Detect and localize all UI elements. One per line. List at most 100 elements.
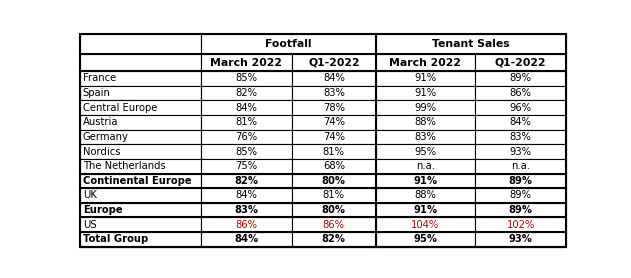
Text: Q1-2022: Q1-2022 [495, 58, 546, 68]
Bar [80, 232, 201, 247]
Text: 84%: 84% [510, 117, 531, 127]
Bar [292, 232, 375, 247]
Text: 81%: 81% [323, 147, 345, 157]
Bar [475, 159, 567, 173]
Bar [475, 217, 567, 232]
Text: 85%: 85% [235, 73, 257, 83]
Bar [375, 232, 475, 247]
Bar [375, 144, 475, 159]
Bar [375, 34, 567, 54]
Text: 83%: 83% [415, 132, 436, 142]
Bar [80, 144, 201, 159]
Text: March 2022: March 2022 [389, 58, 461, 68]
Text: 102%: 102% [507, 220, 535, 230]
Bar [375, 188, 475, 203]
Bar [201, 232, 292, 247]
Bar [292, 130, 375, 144]
Bar [375, 217, 475, 232]
Bar [80, 115, 201, 130]
Text: Austria: Austria [83, 117, 118, 127]
Text: 85%: 85% [235, 147, 257, 157]
Bar [80, 34, 201, 54]
Text: 80%: 80% [322, 205, 346, 215]
Bar [375, 203, 475, 217]
Text: 74%: 74% [323, 117, 345, 127]
Text: 84%: 84% [323, 73, 345, 83]
Bar [475, 130, 567, 144]
Bar [292, 71, 375, 86]
Text: 83%: 83% [323, 88, 345, 98]
Bar [292, 217, 375, 232]
Text: The Netherlands: The Netherlands [83, 161, 165, 171]
Bar [201, 130, 292, 144]
Bar [80, 71, 201, 86]
Text: 84%: 84% [235, 103, 257, 113]
Text: n.a.: n.a. [511, 161, 530, 171]
Text: Total Group: Total Group [83, 234, 148, 244]
Text: 91%: 91% [413, 205, 437, 215]
Bar [201, 100, 292, 115]
Bar [292, 188, 375, 203]
Bar [80, 54, 201, 71]
Text: 81%: 81% [235, 117, 257, 127]
Text: 93%: 93% [509, 234, 533, 244]
Text: Spain: Spain [83, 88, 110, 98]
Text: 91%: 91% [413, 176, 437, 186]
Bar [375, 115, 475, 130]
Text: 95%: 95% [413, 234, 437, 244]
Bar [80, 173, 201, 188]
Bar [80, 130, 201, 144]
Bar [475, 188, 567, 203]
Bar [201, 71, 292, 86]
Text: US: US [83, 220, 97, 230]
Bar [292, 100, 375, 115]
Text: 89%: 89% [510, 190, 532, 200]
Text: France: France [83, 73, 116, 83]
Bar [201, 115, 292, 130]
Bar [201, 86, 292, 100]
Bar [292, 144, 375, 159]
Text: Continental Europe: Continental Europe [83, 176, 191, 186]
Text: 68%: 68% [323, 161, 345, 171]
Text: 76%: 76% [235, 132, 257, 142]
Bar [375, 159, 475, 173]
Bar [375, 71, 475, 86]
Bar [80, 100, 201, 115]
Bar [475, 100, 567, 115]
Bar [80, 203, 201, 217]
Bar [475, 115, 567, 130]
Text: 82%: 82% [234, 176, 258, 186]
Text: Germany: Germany [83, 132, 129, 142]
Text: 89%: 89% [510, 73, 532, 83]
Bar [475, 86, 567, 100]
Text: 89%: 89% [509, 176, 533, 186]
Text: 81%: 81% [323, 190, 345, 200]
Bar [80, 86, 201, 100]
Text: 86%: 86% [235, 220, 257, 230]
Text: Nordics: Nordics [83, 147, 121, 157]
Bar [201, 34, 375, 54]
Bar [80, 188, 201, 203]
Text: 78%: 78% [323, 103, 345, 113]
Text: 99%: 99% [414, 103, 437, 113]
Bar [475, 203, 567, 217]
Bar [201, 188, 292, 203]
Text: 104%: 104% [411, 220, 439, 230]
Text: 93%: 93% [510, 147, 532, 157]
Text: UK: UK [83, 190, 97, 200]
Text: 84%: 84% [235, 190, 257, 200]
Text: 82%: 82% [235, 88, 257, 98]
Bar [292, 54, 375, 71]
Text: 86%: 86% [510, 88, 532, 98]
Bar [201, 217, 292, 232]
Bar [475, 54, 567, 71]
Text: Europe: Europe [83, 205, 122, 215]
Bar [292, 86, 375, 100]
Text: 86%: 86% [323, 220, 345, 230]
Bar [292, 159, 375, 173]
Text: 75%: 75% [235, 161, 257, 171]
Bar [475, 71, 567, 86]
Text: 91%: 91% [414, 88, 437, 98]
Bar [292, 115, 375, 130]
Bar [201, 54, 292, 71]
